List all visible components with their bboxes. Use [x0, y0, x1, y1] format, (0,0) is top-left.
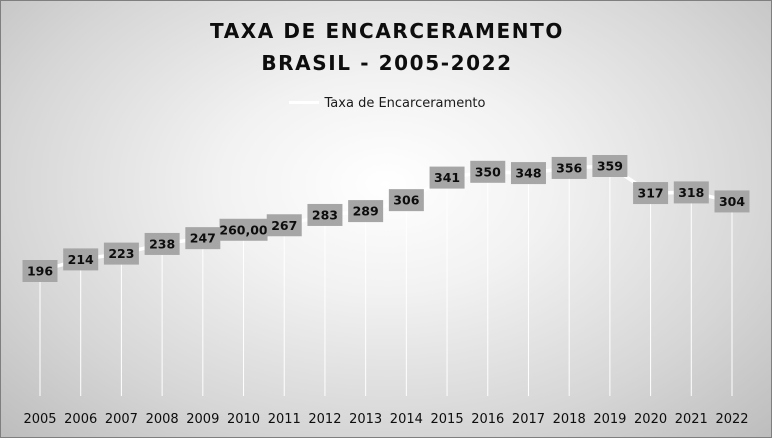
data-label-text-2006: 214: [68, 252, 94, 267]
x-tick-label-2021: 2021: [675, 412, 708, 427]
x-tick-label-2006: 2006: [64, 412, 97, 427]
x-tick-label-2005: 2005: [23, 412, 56, 427]
data-label-2015: 341: [429, 166, 465, 189]
x-tick-label-2007: 2007: [105, 412, 138, 427]
data-label-text-2009: 247: [190, 231, 216, 246]
data-label-text-2007: 223: [108, 246, 134, 261]
x-tick-label-2010: 2010: [227, 412, 260, 427]
data-label-2017: 348: [510, 162, 546, 185]
data-label-box-2021: [673, 181, 709, 204]
data-label-2011: 267: [266, 214, 302, 237]
data-label-box-2022: [714, 190, 750, 213]
data-label-text-2017: 348: [515, 166, 541, 181]
x-tick-label-2011: 2011: [268, 412, 301, 427]
data-label-box-2012: [307, 203, 343, 226]
x-tick-label-2019: 2019: [593, 412, 626, 427]
data-label-text-2021: 318: [678, 185, 704, 200]
data-label-text-2018: 356: [556, 160, 582, 175]
x-tick-label-2012: 2012: [308, 412, 341, 427]
data-label-text-2014: 306: [393, 193, 419, 208]
data-label-box-2011: [266, 214, 302, 237]
data-label-box-2005: [22, 260, 58, 282]
series-line-group: [39, 164, 733, 273]
data-label-2020: 317: [633, 182, 669, 205]
data-label-box-2020: [633, 182, 669, 205]
data-label-2010: 260,00: [219, 218, 268, 241]
x-tick-label-2009: 2009: [186, 412, 219, 427]
data-label-2012: 283: [307, 203, 343, 226]
data-label-text-2013: 289: [353, 204, 379, 219]
data-label-box-2013: [348, 200, 384, 223]
data-label-text-2010: 260,00: [219, 222, 268, 237]
data-label-text-2020: 317: [638, 186, 664, 201]
x-tick-label-2020: 2020: [634, 412, 667, 427]
data-label-2005: 196: [22, 260, 58, 282]
legend-entry-label: Taxa de Encarceramento: [324, 96, 486, 111]
data-label-2006: 214: [63, 248, 99, 271]
data-label-2021: 318: [673, 181, 709, 204]
data-label-box-2006: [63, 248, 99, 271]
data-label-2007: 223: [103, 242, 139, 265]
x-tick-label-2015: 2015: [431, 412, 464, 427]
data-label-text-2016: 350: [475, 164, 501, 179]
data-label-2022: 304: [714, 190, 750, 213]
data-label-2016: 350: [470, 160, 506, 183]
data-label-box-2007: [103, 242, 139, 265]
x-tick-label-2017: 2017: [512, 412, 545, 427]
series-line-taxa-de-encarceramento: [39, 164, 733, 273]
legend-line-swatch: [288, 101, 319, 104]
data-label-text-2011: 267: [271, 218, 297, 233]
data-label-box-2010: [219, 218, 268, 241]
data-label-2019: 359: [592, 155, 628, 177]
data-label-text-2022: 304: [719, 194, 745, 209]
x-tick-label-2013: 2013: [349, 412, 382, 427]
data-label-text-2019: 359: [597, 159, 623, 174]
data-label-text-2008: 238: [149, 236, 175, 251]
data-label-box-2019: [592, 155, 628, 177]
x-tick-label-2018: 2018: [553, 412, 586, 427]
data-label-box-2009: [185, 227, 221, 250]
data-label-2014: 306: [388, 189, 424, 212]
data-label-text-2012: 283: [312, 207, 338, 222]
data-label-text-2005: 196: [27, 264, 53, 279]
x-tick-label-2016: 2016: [471, 412, 504, 427]
data-label-2013: 289: [348, 200, 384, 223]
chart-title-line-1: TAXA DE ENCARCERAMENTO: [210, 19, 564, 43]
x-axis-tick-labels: 2005 2006 2007 2008 2009 2010 2011 2012 2013 2014…: [23, 412, 748, 427]
data-label-box-2015: [429, 166, 465, 189]
data-label-box-2016: [470, 160, 506, 183]
data-label-box-2014: [388, 189, 424, 212]
data-label-box-2018: [551, 156, 587, 179]
data-label-box-2008: [144, 232, 180, 255]
data-label-2009: 247: [185, 227, 221, 250]
data-label-2018: 356: [551, 156, 587, 179]
data-label-2008: 238: [144, 232, 180, 255]
x-tick-label-2022: 2022: [715, 412, 748, 427]
data-label-box-2017: [510, 162, 546, 185]
x-tick-label-2014: 2014: [390, 412, 423, 427]
chart-title-line-2: BRASIL - 2005-2022: [261, 51, 513, 75]
drop-lines-group: [39, 166, 733, 396]
chart-legend: Taxa de Encarceramento: [1, 96, 771, 111]
data-label-text-2015: 341: [434, 170, 460, 185]
x-tick-label-2008: 2008: [146, 412, 179, 427]
